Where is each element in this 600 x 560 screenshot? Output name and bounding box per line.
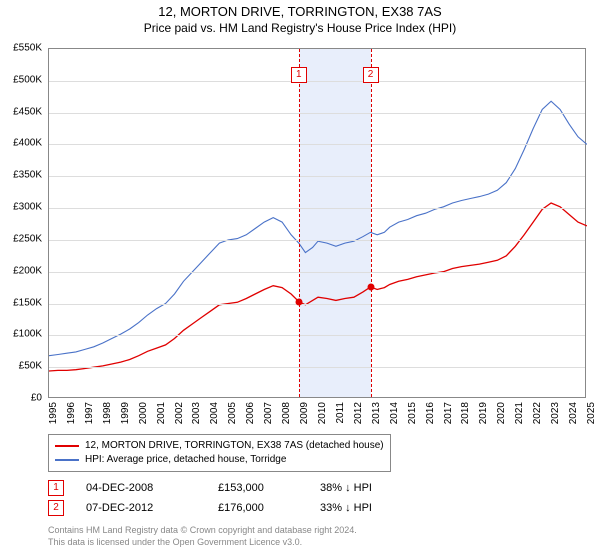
x-axis-label: 2000 [138, 402, 149, 424]
y-axis-label: £200K [13, 265, 42, 276]
x-axis-label: 2023 [550, 402, 561, 424]
series-line [49, 101, 587, 356]
sale-date: 04-DEC-2008 [86, 482, 196, 494]
title-subtitle: Price paid vs. HM Land Registry's House … [0, 21, 600, 35]
x-axis-label: 2017 [443, 402, 454, 424]
x-axis-label: 2020 [496, 402, 507, 424]
y-axis-label: £550K [13, 43, 42, 54]
y-axis-label: £50K [19, 361, 42, 372]
footnote-line: This data is licensed under the Open Gov… [48, 536, 357, 548]
x-axis-label: 2022 [532, 402, 543, 424]
x-axis-label: 2012 [353, 402, 364, 424]
x-axis-label: 1997 [84, 402, 95, 424]
x-axis-label: 2016 [425, 402, 436, 424]
sale-marker-line [371, 49, 372, 397]
x-axis-label: 1998 [102, 402, 113, 424]
sale-number-badge: 1 [48, 480, 64, 496]
x-axis-label: 2011 [335, 402, 346, 424]
x-axis-label: 2007 [263, 402, 274, 424]
x-axis-label: 2001 [156, 402, 167, 424]
x-axis-label: 2015 [407, 402, 418, 424]
sale-marker-dot [367, 284, 374, 291]
title-block: 12, MORTON DRIVE, TORRINGTON, EX38 7AS P… [0, 0, 600, 35]
x-axis-label: 2010 [317, 402, 328, 424]
x-axis-label: 2004 [209, 402, 220, 424]
x-axis-label: 2002 [174, 402, 185, 424]
y-axis-label: £150K [13, 297, 42, 308]
x-axis-label: 2018 [460, 402, 471, 424]
x-axis-label: 1995 [48, 402, 59, 424]
x-axis-label: 1996 [66, 402, 77, 424]
sale-date: 07-DEC-2012 [86, 502, 196, 514]
y-axis-label: £100K [13, 329, 42, 340]
x-axis-label: 2021 [514, 402, 525, 424]
y-axis-label: £450K [13, 106, 42, 117]
sales-row: 2 07-DEC-2012 £176,000 33% ↓ HPI [48, 498, 410, 518]
sale-delta-hpi: 33% ↓ HPI [320, 502, 410, 514]
sale-marker-badge: 1 [291, 67, 307, 83]
sale-marker-badge: 2 [363, 67, 379, 83]
chart-container: 12, MORTON DRIVE, TORRINGTON, EX38 7AS P… [0, 0, 600, 560]
sale-marker-dot [295, 298, 302, 305]
sale-number-badge: 2 [48, 500, 64, 516]
y-axis-label: £500K [13, 74, 42, 85]
legend-label: 12, MORTON DRIVE, TORRINGTON, EX38 7AS (… [85, 439, 384, 453]
sales-row: 1 04-DEC-2008 £153,000 38% ↓ HPI [48, 478, 410, 498]
sale-marker-line [299, 49, 300, 397]
y-axis-label: £350K [13, 170, 42, 181]
legend-item: HPI: Average price, detached house, Torr… [55, 453, 384, 467]
x-axis-label: 2024 [568, 402, 579, 424]
sale-delta-hpi: 38% ↓ HPI [320, 482, 410, 494]
legend-item: 12, MORTON DRIVE, TORRINGTON, EX38 7AS (… [55, 439, 384, 453]
x-axis-label: 2008 [281, 402, 292, 424]
x-axis-label: 2003 [191, 402, 202, 424]
legend-swatch [55, 445, 79, 447]
x-axis-label: 2014 [389, 402, 400, 424]
x-axis-label: 2006 [245, 402, 256, 424]
series-line [49, 203, 587, 371]
title-address: 12, MORTON DRIVE, TORRINGTON, EX38 7AS [0, 4, 600, 19]
x-axis-label: 2005 [227, 402, 238, 424]
y-axis-label: £250K [13, 233, 42, 244]
line-series-svg [49, 49, 587, 399]
sales-table: 1 04-DEC-2008 £153,000 38% ↓ HPI 2 07-DE… [48, 478, 410, 518]
y-axis-label: £0 [31, 393, 42, 404]
legend-label: HPI: Average price, detached house, Torr… [85, 453, 286, 467]
x-axis-label: 2019 [478, 402, 489, 424]
x-axis-label: 1999 [120, 402, 131, 424]
y-axis-label: £300K [13, 202, 42, 213]
chart-area: 12 £0£50K£100K£150K£200K£250K£300K£350K£… [48, 48, 586, 398]
footnote: Contains HM Land Registry data © Crown c… [48, 524, 357, 548]
x-axis-label: 2013 [371, 402, 382, 424]
legend: 12, MORTON DRIVE, TORRINGTON, EX38 7AS (… [48, 434, 391, 472]
sale-price: £176,000 [218, 502, 298, 514]
sale-price: £153,000 [218, 482, 298, 494]
x-axis-label: 2025 [586, 402, 597, 424]
plot-area: 12 [48, 48, 586, 398]
footnote-line: Contains HM Land Registry data © Crown c… [48, 524, 357, 536]
x-axis-label: 2009 [299, 402, 310, 424]
y-axis-label: £400K [13, 138, 42, 149]
legend-swatch [55, 459, 79, 461]
